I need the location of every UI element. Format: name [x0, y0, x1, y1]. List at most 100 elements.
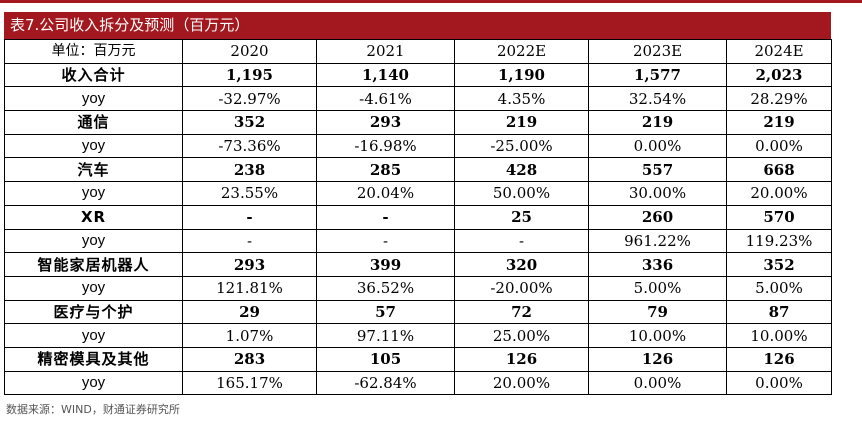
value-cell: 2,023	[726, 62, 832, 88]
value-cell: 20.00%	[726, 181, 832, 206]
value-cell: 352	[182, 110, 317, 135]
segment-row: 医疗与个护 29 57 72 79 87	[4, 299, 832, 325]
value-cell: 1,190	[454, 62, 589, 88]
value-cell: 285	[316, 157, 455, 183]
segment-label: 精密模具及其他	[4, 346, 183, 372]
value-cell: 165.17%	[182, 370, 317, 396]
segment-label: 收入合计	[4, 62, 183, 88]
value-cell: 238	[182, 157, 317, 183]
value-cell: 50.00%	[454, 181, 589, 206]
value-cell: 126	[454, 346, 589, 372]
yoy-label: yoy	[4, 86, 183, 112]
yoy-row: yoy 121.81% 36.52% -20.00% 5.00% 5.00%	[4, 275, 832, 301]
segment-label: 医疗与个护	[4, 299, 183, 325]
value-cell: -	[316, 204, 455, 230]
segment-label: 汽车	[4, 157, 183, 183]
value-cell: 293	[182, 252, 317, 277]
segment-row: 智能家居机器人 293 399 320 336 352	[4, 252, 832, 277]
value-cell: 23.55%	[182, 181, 317, 206]
value-cell: 30.00%	[588, 181, 727, 206]
value-cell: 5.00%	[588, 275, 727, 301]
value-cell: 32.54%	[588, 86, 727, 112]
value-cell: 87	[726, 299, 832, 325]
value-cell: 352	[726, 252, 832, 277]
value-cell: 126	[726, 346, 832, 372]
year-header: 2021	[316, 39, 455, 64]
value-cell: 97.11%	[316, 323, 455, 348]
value-cell: 36.52%	[316, 275, 455, 301]
value-cell: 219	[588, 110, 727, 135]
segment-row: 汽车 238 285 428 557 668	[4, 157, 832, 183]
value-cell: 29	[182, 299, 317, 325]
yoy-row: yoy -32.97% -4.61% 4.35% 32.54% 28.29%	[4, 86, 832, 112]
value-cell: -	[316, 228, 455, 254]
segment-row: XR - -25 260 570	[4, 204, 832, 230]
yoy-label: yoy	[4, 275, 183, 301]
value-cell: 668	[726, 157, 832, 183]
value-cell: 0.00%	[726, 370, 832, 396]
value-cell: 0.00%	[588, 370, 727, 396]
value-cell: 260	[588, 204, 727, 230]
value-cell: -62.84%	[316, 370, 455, 396]
value-cell: -73.36%	[182, 133, 317, 159]
value-cell: 121.81%	[182, 275, 317, 301]
value-cell: 293	[316, 110, 455, 135]
value-cell: 105	[316, 346, 455, 372]
value-cell: 10.00%	[726, 323, 832, 348]
value-cell: -4.61%	[316, 86, 455, 112]
year-header: 2024E	[726, 39, 832, 64]
value-cell: 1,577	[588, 62, 727, 88]
header-row: 单位：百万元 2020 2021 2022E 2023E 2024E	[4, 39, 832, 64]
value-cell: -32.97%	[182, 86, 317, 112]
value-cell: 320	[454, 252, 589, 277]
value-cell: 119.23%	[726, 228, 832, 254]
value-cell: 25.00%	[454, 323, 589, 348]
year-header: 2023E	[588, 39, 727, 64]
value-cell: -25.00%	[454, 133, 589, 159]
value-cell: 10.00%	[588, 323, 727, 348]
yoy-row: yoy 23.55% 20.04% 50.00% 30.00% 20.00%	[4, 181, 832, 206]
value-cell: 1.07%	[182, 323, 317, 348]
value-cell: 1,140	[316, 62, 455, 88]
year-header: 2022E	[454, 39, 589, 64]
yoy-row: yoy - - -961.22% 119.23%	[4, 228, 832, 254]
value-cell: 570	[726, 204, 832, 230]
value-cell: 126	[588, 346, 727, 372]
value-cell: 557	[588, 157, 727, 183]
value-cell: 20.00%	[454, 370, 589, 396]
segment-label: 通信	[4, 110, 183, 135]
value-cell: 399	[316, 252, 455, 277]
value-cell: 428	[454, 157, 589, 183]
unit-label: 单位：百万元	[4, 39, 183, 64]
yoy-row: yoy -73.36% -16.98% -25.00% 0.00% 0.00%	[4, 133, 832, 159]
value-cell: -	[182, 204, 317, 230]
yoy-label: yoy	[4, 323, 183, 348]
value-cell: 20.04%	[316, 181, 455, 206]
value-cell: 1,195	[182, 62, 317, 88]
yoy-row: yoy 1.07% 97.11% 25.00% 10.00% 10.00%	[4, 323, 832, 348]
value-cell: 5.00%	[726, 275, 832, 301]
source-note: 数据来源：WIND，财通证券研究所	[6, 403, 180, 416]
value-cell: -	[454, 228, 589, 254]
top-rule	[0, 0, 862, 3]
value-cell: 0.00%	[726, 133, 832, 159]
value-cell: 72	[454, 299, 589, 325]
value-cell: 57	[316, 299, 455, 325]
yoy-label: yoy	[4, 181, 183, 206]
value-cell: -	[182, 228, 317, 254]
table-body: 收入合计 1,195 1,140 1,190 1,577 2,023 yoy -32.97% -…	[4, 62, 832, 396]
value-cell: 961.22%	[588, 228, 727, 254]
value-cell: 219	[726, 110, 832, 135]
value-cell: 283	[182, 346, 317, 372]
value-cell: 4.35%	[454, 86, 589, 112]
segment-row: 收入合计 1,195 1,140 1,190 1,577 2,023	[4, 62, 832, 88]
segment-row: 精密模具及其他 283 105 126 126 126	[4, 346, 832, 372]
yoy-label: yoy	[4, 228, 183, 254]
yoy-row: yoy 165.17% -62.84% 20.00% 0.00% 0.00%	[4, 370, 832, 396]
value-cell: 219	[454, 110, 589, 135]
table-title: 表7.公司收入拆分及预测（百万元）	[4, 12, 831, 39]
yoy-label: yoy	[4, 133, 183, 159]
segment-label: XR	[4, 204, 183, 230]
segment-row: 通信 352 293 219 219 219	[4, 110, 832, 135]
yoy-label: yoy	[4, 370, 183, 396]
